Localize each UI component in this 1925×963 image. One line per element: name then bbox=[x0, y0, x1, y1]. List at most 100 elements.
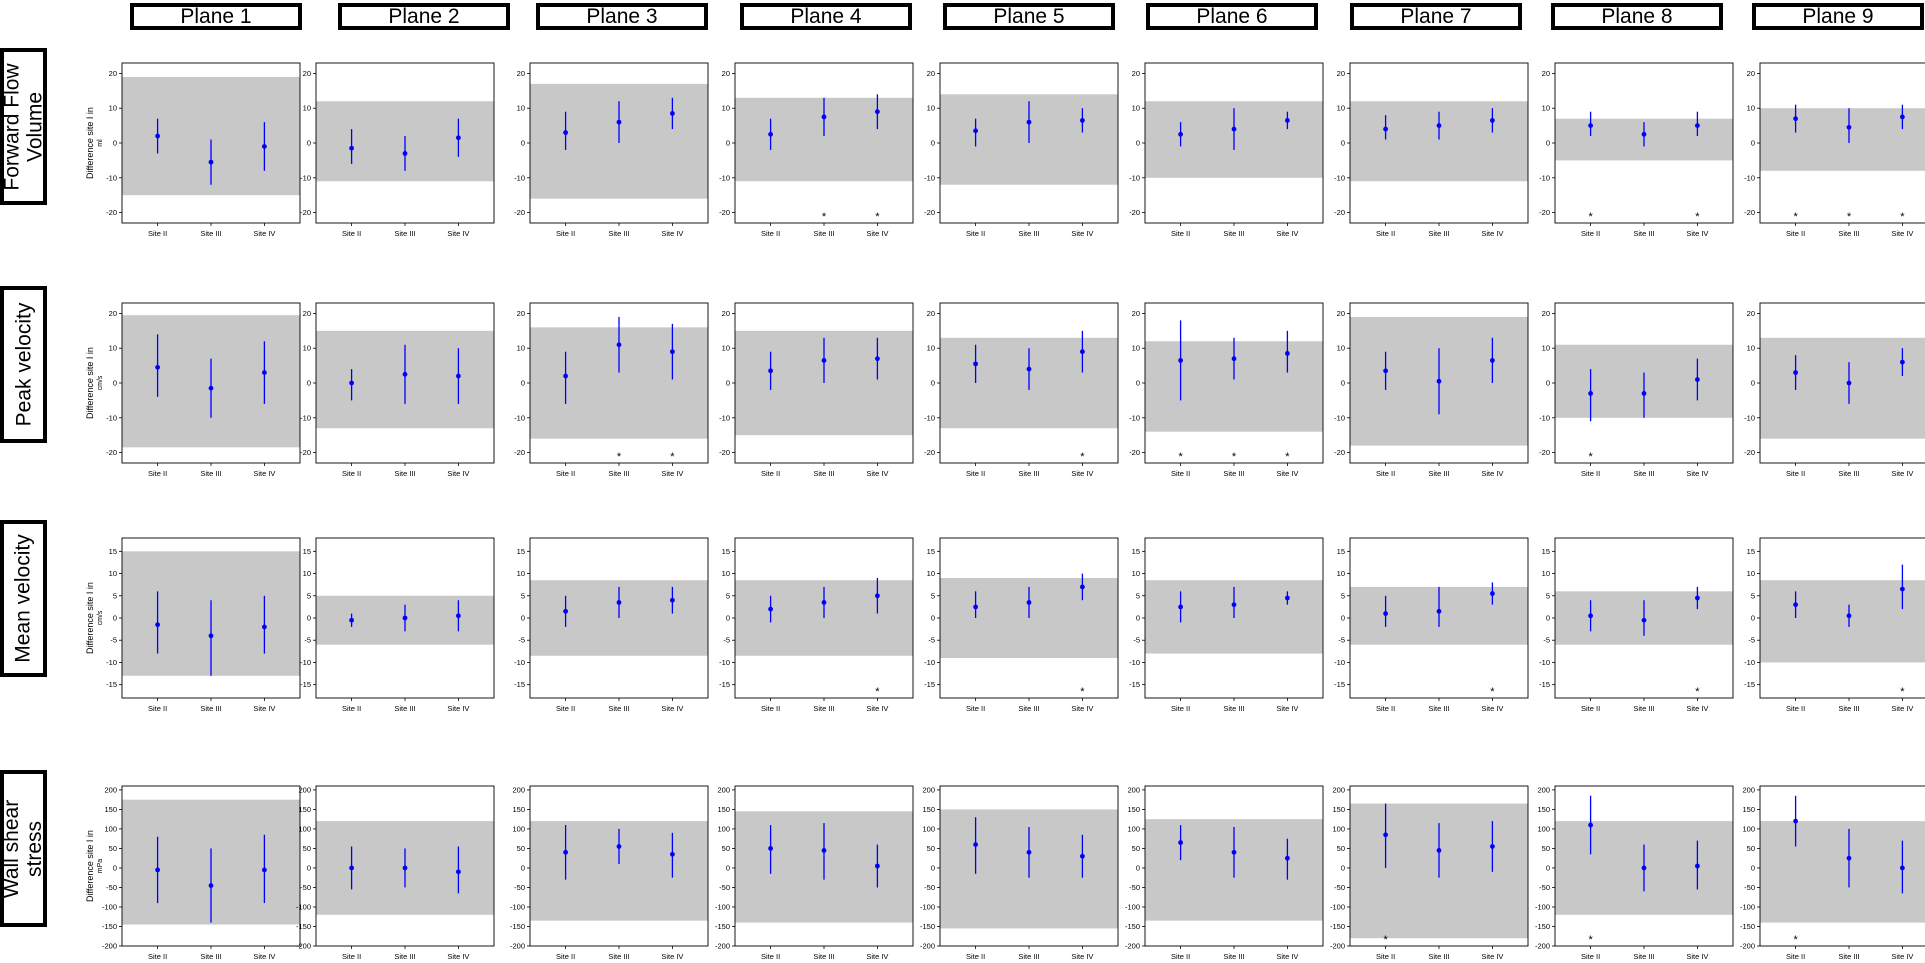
x-tick-label: Site IV bbox=[1686, 952, 1708, 961]
x-tick-label: Site IV bbox=[1071, 952, 1093, 961]
y-tick-label: 150 bbox=[717, 805, 730, 814]
y-tick-label: 20 bbox=[722, 309, 730, 318]
y-tick-label: -15 bbox=[106, 680, 117, 689]
significance-star: * bbox=[670, 451, 675, 463]
significance-star: * bbox=[1793, 934, 1798, 946]
y-tick-label: -15 bbox=[1744, 680, 1755, 689]
x-tick-label: Site II bbox=[1171, 952, 1190, 961]
limits-of-agreement-band bbox=[1760, 337, 1925, 439]
panel-row2-plane1: -20 -10 0 10 20 Site II Site III Site IV Differe… bbox=[85, 302, 301, 478]
x-tick-label: Site III bbox=[813, 229, 834, 238]
data-point bbox=[1080, 584, 1085, 590]
data-point bbox=[1383, 126, 1388, 132]
y-tick-label: 50 bbox=[927, 844, 935, 853]
panel-row1-plane1: -20 -10 0 10 20 Site II Site III Site IV Differe… bbox=[85, 62, 301, 238]
y-tick-label: 15 bbox=[1337, 547, 1345, 556]
x-tick-label: Site IV bbox=[866, 469, 888, 478]
data-point bbox=[1900, 114, 1905, 120]
data-point bbox=[1231, 849, 1237, 855]
x-tick-label: Site III bbox=[200, 952, 221, 961]
y-tick-label: 20 bbox=[1747, 69, 1755, 78]
y-tick-label: -200 bbox=[1740, 942, 1755, 951]
y-tick-label: 10 bbox=[109, 569, 117, 578]
data-point bbox=[349, 617, 354, 623]
x-tick-label: Site III bbox=[1838, 469, 1859, 478]
data-point bbox=[1178, 357, 1183, 363]
y-tick-label: -20 bbox=[719, 448, 730, 457]
limits-of-agreement-band bbox=[1760, 580, 1925, 663]
y-tick-label: 150 bbox=[1127, 805, 1140, 814]
x-tick-label: Site III bbox=[1633, 469, 1654, 478]
y-tick-label: -200 bbox=[102, 942, 117, 951]
y-tick-label: -100 bbox=[296, 902, 311, 911]
x-tick-label: Site III bbox=[1633, 704, 1654, 713]
data-point bbox=[821, 114, 827, 120]
y-tick-label: 200 bbox=[298, 785, 311, 794]
data-point bbox=[973, 361, 978, 367]
data-point bbox=[402, 151, 408, 156]
x-tick-label: Site IV bbox=[661, 952, 683, 961]
y-tick-label: 0 bbox=[1341, 139, 1345, 148]
y-tick-label: -10 bbox=[719, 658, 730, 667]
row-header-2: Mean velocity bbox=[0, 520, 47, 677]
y-tick-label: 10 bbox=[1747, 344, 1755, 353]
data-point bbox=[670, 597, 675, 603]
y-tick-label: 10 bbox=[517, 569, 525, 578]
panel-row3-plane1: -15 -10 -5 0 5 10 15 Site II Site III Site IV Diff… bbox=[85, 537, 301, 713]
y-tick-label: -20 bbox=[1334, 208, 1345, 217]
y-tick-label: -150 bbox=[1125, 922, 1140, 931]
y-tick-label: 50 bbox=[303, 844, 311, 853]
significance-star: * bbox=[1178, 451, 1183, 463]
significance-star: * bbox=[1232, 451, 1237, 463]
x-tick-label: Site III bbox=[1428, 704, 1449, 713]
panel-row4-plane2: -200 -150 -100 -50 0 50 100 150 200 Site II Site I… bbox=[296, 785, 495, 961]
y-tick-label: 10 bbox=[109, 344, 117, 353]
y-tick-label: 200 bbox=[1332, 785, 1345, 794]
x-tick-label: Site II bbox=[1581, 704, 1600, 713]
x-tick-label: Site IV bbox=[1686, 469, 1708, 478]
y-tick-label: 0 bbox=[1136, 614, 1140, 623]
x-tick-label: Site IV bbox=[253, 469, 275, 478]
y-tick-label: -10 bbox=[106, 413, 117, 422]
panel-row4-plane1: -200 -150 -100 -50 0 50 100 150 200 Site II Site I… bbox=[85, 785, 301, 961]
data-point bbox=[1383, 832, 1388, 838]
y-tick-label: -10 bbox=[514, 413, 525, 422]
data-point bbox=[155, 133, 161, 139]
data-point bbox=[1285, 855, 1290, 861]
y-tick-label: -5 bbox=[1133, 636, 1140, 645]
row-header-label: Peak velocity bbox=[12, 302, 36, 427]
y-tick-label: -200 bbox=[296, 942, 311, 951]
y-tick-label: -150 bbox=[920, 922, 935, 931]
x-tick-label: Site IV bbox=[1481, 469, 1503, 478]
x-tick-label: Site IV bbox=[1891, 952, 1913, 961]
data-point bbox=[1641, 865, 1647, 871]
data-point bbox=[821, 600, 827, 605]
y-tick-label: -20 bbox=[1129, 208, 1140, 217]
significance-star: * bbox=[1383, 934, 1388, 946]
x-tick-label: Site III bbox=[1838, 229, 1859, 238]
x-tick-label: Site III bbox=[394, 952, 415, 961]
x-tick-label: Site III bbox=[1428, 229, 1449, 238]
significance-star: * bbox=[617, 451, 622, 463]
y-tick-label: -200 bbox=[1535, 942, 1550, 951]
data-point bbox=[349, 865, 354, 871]
x-tick-label: Site IV bbox=[1686, 229, 1708, 238]
significance-star: * bbox=[875, 686, 880, 698]
y-tick-label: 0 bbox=[931, 614, 935, 623]
significance-star: * bbox=[1490, 686, 1495, 698]
y-tick-label: -100 bbox=[1125, 902, 1140, 911]
y-tick-label: 10 bbox=[1132, 569, 1140, 578]
data-point bbox=[1436, 608, 1442, 614]
x-tick-label: Site II bbox=[342, 704, 361, 713]
y-tick-label: 200 bbox=[1537, 785, 1550, 794]
data-point bbox=[1285, 351, 1290, 356]
x-tick-label: Site III bbox=[200, 704, 221, 713]
y-tick-label: 10 bbox=[927, 344, 935, 353]
x-tick-label: Site IV bbox=[1891, 704, 1913, 713]
y-tick-label: 20 bbox=[517, 69, 525, 78]
data-point bbox=[155, 364, 161, 370]
x-tick-label: Site II bbox=[148, 704, 167, 713]
data-point bbox=[1641, 617, 1647, 623]
data-point bbox=[563, 373, 568, 379]
